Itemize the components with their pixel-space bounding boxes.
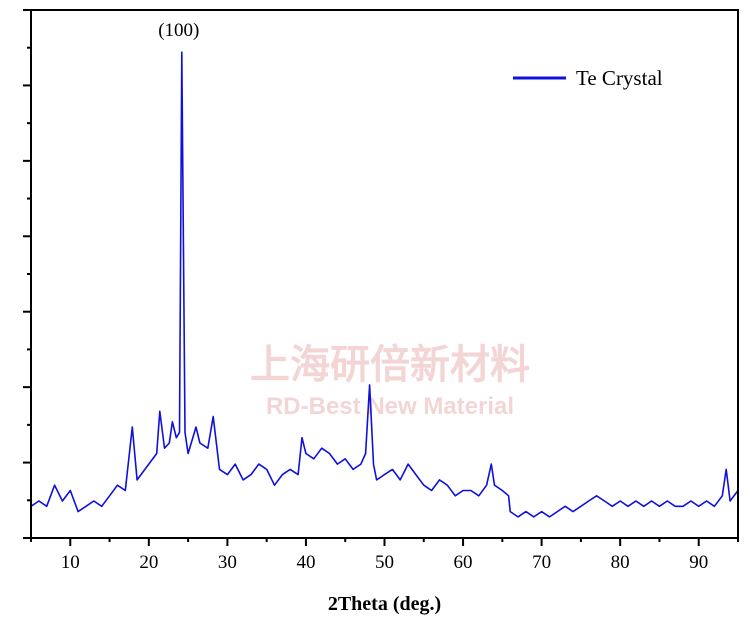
series-line-0 (30, 51, 739, 518)
watermark: 上海研倍新材料 RD-Best New Material (250, 342, 530, 420)
legend: Te Crystal (513, 66, 663, 90)
peak-label: (100) (158, 20, 199, 41)
x-tick-label: 60 (454, 552, 473, 573)
x-tick-label: 90 (689, 552, 708, 573)
peak-annotations: (100) (158, 20, 199, 41)
x-tick-label: 30 (218, 552, 237, 573)
x-tick-label: 20 (139, 552, 158, 573)
y-axis-ticks (23, 9, 31, 539)
watermark-chinese: 上海研倍新材料 (250, 342, 530, 388)
x-tick-label: 50 (375, 552, 394, 573)
x-tick-label: 10 (61, 552, 80, 573)
x-axis-title: 2Theta (deg.) (328, 593, 441, 615)
x-tick-label: 40 (296, 552, 315, 573)
series-layer (30, 51, 739, 518)
x-axis-ticks: 10 20 30 40 50 60 70 80 90 (30, 538, 739, 573)
x-tick-label: 80 (611, 552, 630, 573)
legend-label: Te Crystal (576, 66, 663, 90)
x-tick-label: 70 (532, 552, 551, 573)
watermark-english: RD-Best New Material (266, 393, 514, 420)
